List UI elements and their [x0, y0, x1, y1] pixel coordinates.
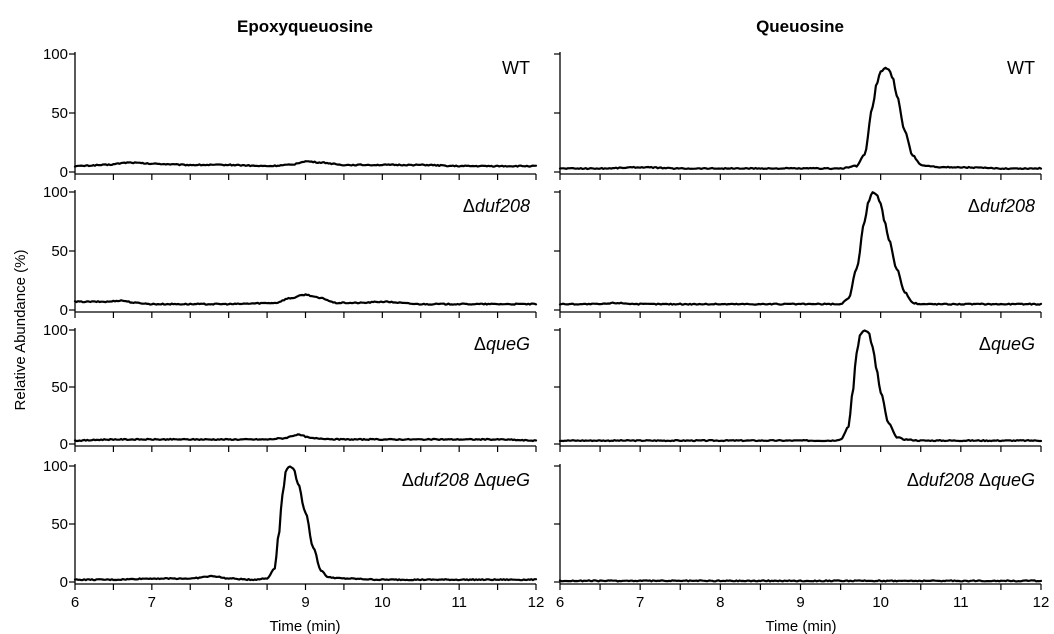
panel-right-4: 6 7 8 9 10 11 12 Δduf208 ΔqueG	[554, 464, 1049, 611]
panel-left-2: 0 50 100 Δduf208	[43, 184, 538, 319]
strain-label: Δduf208	[968, 196, 1035, 216]
y-tick-label: 100	[43, 46, 68, 63]
y-tick-label: 0	[60, 302, 68, 319]
title-queuosine: Queuosine	[756, 17, 844, 36]
trace-line	[558, 191, 1043, 306]
panel-right-2: Δduf208	[554, 190, 1043, 318]
panels-group: 0 50 100 WT 0 50 100 Δduf208 0 50 100 ΔqueG 0 50 100 6 7…	[43, 46, 1049, 611]
x-tick-label: 9	[796, 594, 804, 611]
trace-line	[558, 329, 1043, 443]
y-tick-label: 0	[60, 436, 68, 453]
strain-label: WT	[502, 58, 530, 78]
trace-line	[73, 160, 538, 168]
strain-label: WT	[1007, 58, 1035, 78]
y-tick-label: 50	[51, 379, 68, 396]
y-tick-label: 50	[51, 243, 68, 260]
panel-left-3: 0 50 100 ΔqueG	[43, 322, 538, 453]
trace-line	[73, 465, 538, 582]
trace-line	[73, 433, 538, 443]
title-epoxyqueuosine: Epoxyqueuosine	[237, 17, 373, 36]
x-tick-label: 11	[953, 594, 969, 611]
strain-label: Δduf208	[463, 196, 530, 216]
panel-right-3: ΔqueG	[554, 328, 1043, 452]
x-tick-label: 7	[636, 594, 644, 611]
trace-line	[558, 579, 1043, 583]
x-tick-label: 11	[451, 594, 467, 611]
x-axis-title-right: Time (min)	[765, 618, 836, 634]
strain-label: Δduf208 ΔqueG	[907, 470, 1035, 490]
panel-left-1: 0 50 100 WT	[43, 46, 538, 181]
y-tick-label: 50	[51, 516, 68, 533]
panel-left-4: 0 50 100 6 7 8 9 10 11 12 Δduf208 ΔqueG	[43, 458, 544, 611]
x-tick-label: 10	[374, 594, 391, 611]
y-tick-label: 50	[51, 105, 68, 122]
x-tick-label: 9	[301, 594, 309, 611]
x-tick-label: 6	[556, 594, 564, 611]
x-tick-label: 6	[71, 594, 79, 611]
strain-label: Δduf208 ΔqueG	[402, 470, 530, 490]
x-tick-label: 8	[716, 594, 724, 611]
x-tick-label: 12	[528, 594, 545, 611]
panel-right-1: WT	[554, 52, 1043, 180]
x-tick-label: 12	[1033, 594, 1050, 611]
x-tick-label: 7	[148, 594, 156, 611]
x-tick-label: 10	[872, 594, 889, 611]
trace-line	[73, 293, 538, 306]
y-tick-label: 100	[43, 184, 68, 201]
x-tick-label: 8	[224, 594, 232, 611]
y-tick-label: 0	[60, 574, 68, 591]
strain-label: ΔqueG	[474, 334, 530, 354]
y-tick-label: 0	[60, 164, 68, 181]
y-tick-label: 100	[43, 458, 68, 475]
strain-label: ΔqueG	[979, 334, 1035, 354]
trace-line	[558, 66, 1043, 171]
y-tick-label: 100	[43, 322, 68, 339]
y-axis-title: Relative Abundance (%)	[12, 250, 29, 411]
x-axis-title-left: Time (min)	[269, 618, 340, 634]
